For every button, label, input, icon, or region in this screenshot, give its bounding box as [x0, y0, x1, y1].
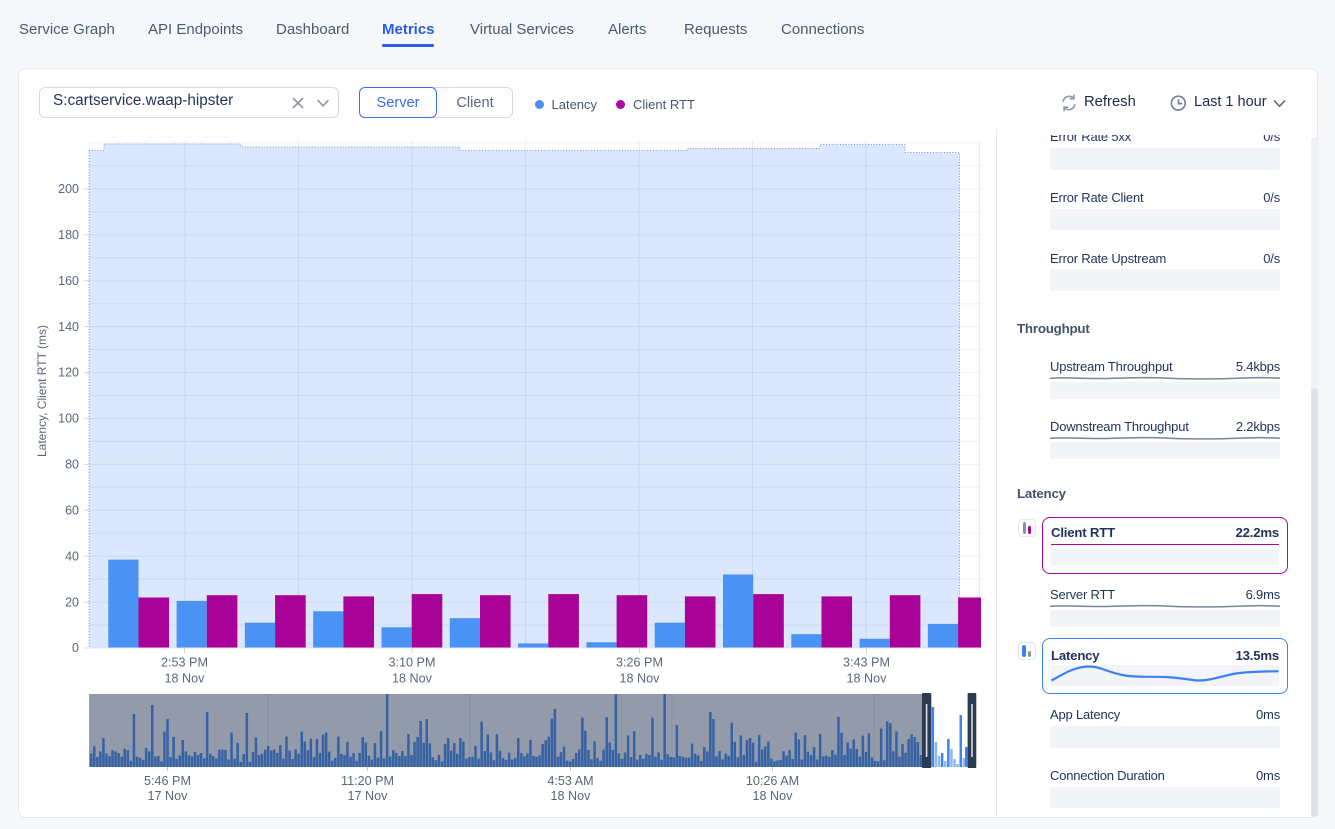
svg-text:3:26 PM: 3:26 PM — [616, 656, 663, 670]
svg-text:10:26 AM: 10:26 AM — [746, 774, 799, 788]
svg-text:18 Nov: 18 Nov — [392, 672, 433, 686]
svg-text:3:43 PM: 3:43 PM — [843, 656, 890, 670]
svg-text:200: 200 — [58, 182, 79, 196]
svg-text:120: 120 — [58, 366, 79, 380]
svg-text:11:20 PM: 11:20 PM — [341, 774, 394, 788]
svg-text:2:53 PM: 2:53 PM — [161, 656, 208, 670]
svg-text:18 Nov: 18 Nov — [551, 789, 592, 803]
svg-text:4:53 AM: 4:53 AM — [547, 774, 593, 788]
svg-text:40: 40 — [65, 549, 79, 563]
svg-text:60: 60 — [65, 504, 79, 518]
svg-text:80: 80 — [65, 458, 79, 472]
svg-text:17 Nov: 17 Nov — [148, 789, 189, 803]
svg-text:20: 20 — [65, 595, 79, 609]
svg-text:140: 140 — [58, 320, 79, 334]
svg-text:100: 100 — [58, 412, 79, 426]
svg-text:18 Nov: 18 Nov — [753, 789, 794, 803]
svg-text:0: 0 — [72, 641, 79, 655]
svg-text:18 Nov: 18 Nov — [620, 672, 661, 686]
svg-text:17 Nov: 17 Nov — [348, 789, 389, 803]
svg-text:3:10 PM: 3:10 PM — [389, 656, 436, 670]
svg-text:18 Nov: 18 Nov — [847, 672, 888, 686]
svg-text:180: 180 — [58, 228, 79, 242]
svg-text:Latency, Client RTT (ms): Latency, Client RTT (ms) — [35, 325, 49, 457]
svg-text:160: 160 — [58, 274, 79, 288]
svg-text:5:46 PM: 5:46 PM — [144, 774, 191, 788]
svg-text:18 Nov: 18 Nov — [165, 672, 206, 686]
